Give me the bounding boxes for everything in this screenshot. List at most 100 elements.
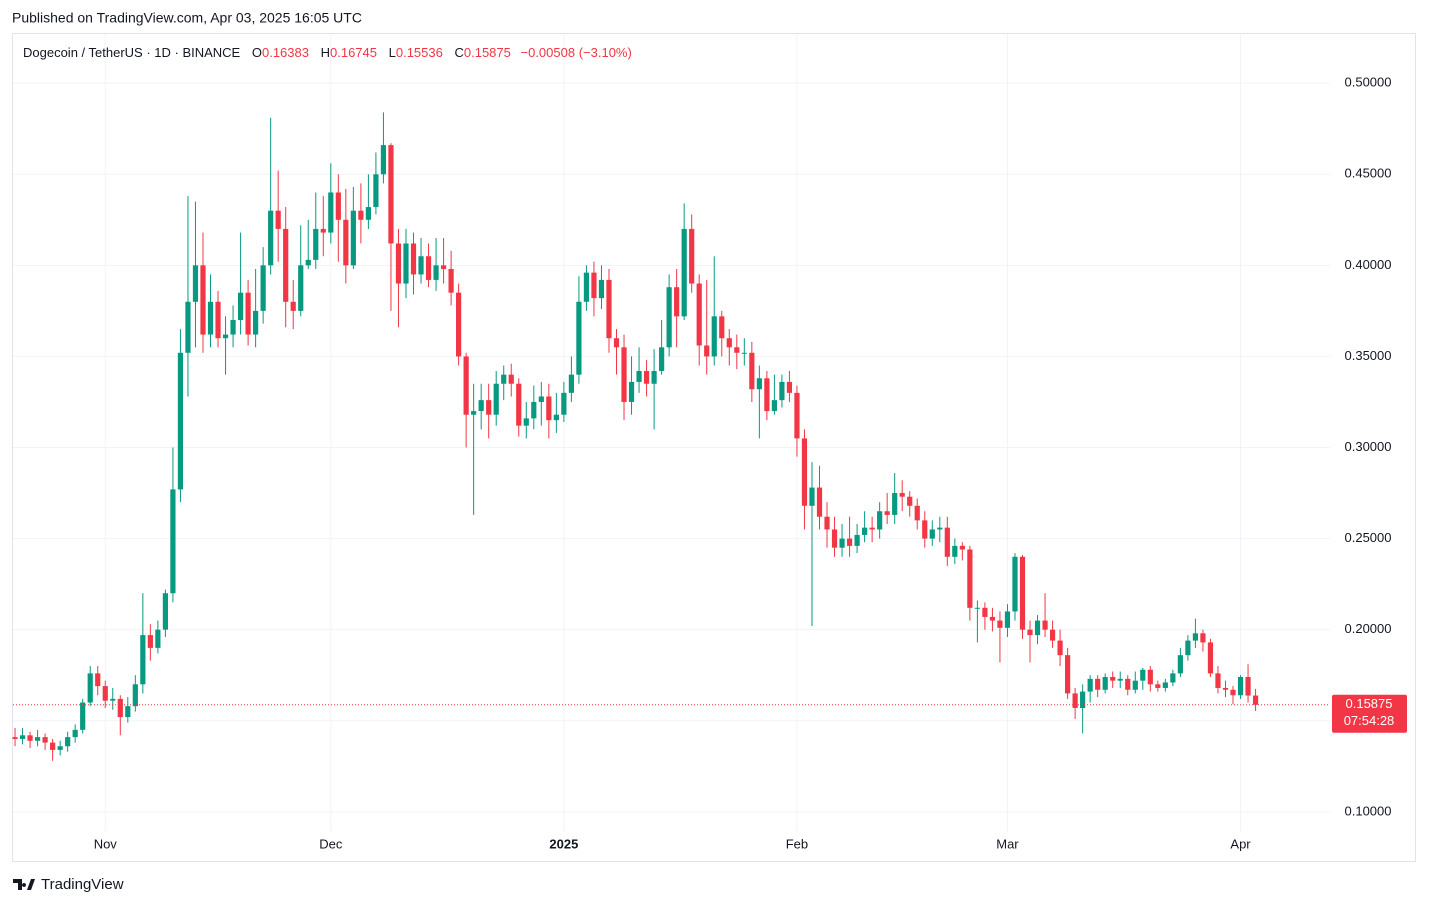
- high-value: 0.16745: [330, 45, 377, 60]
- candle-body: [1200, 633, 1206, 643]
- candle-body: [531, 401, 537, 419]
- candle-body: [1095, 678, 1101, 690]
- candle-body: [997, 620, 1003, 628]
- candle-body: [365, 207, 371, 220]
- candle-body: [1012, 556, 1018, 612]
- chart-title: Dogecoin / TetherUS · 1D · BINANCE: [23, 45, 241, 60]
- candle-body: [831, 529, 838, 548]
- candle-body: [57, 746, 63, 750]
- candle-body: [110, 698, 116, 701]
- candle-body: [456, 292, 462, 357]
- candle-body: [140, 635, 146, 685]
- candle-body: [260, 265, 266, 311]
- change-value: −0.00508 (−3.10%): [521, 45, 632, 60]
- candle-body: [546, 396, 552, 421]
- candle-body: [207, 301, 214, 335]
- candle-body: [155, 629, 161, 648]
- candle-body: [869, 527, 875, 530]
- candle-body: [854, 534, 860, 546]
- x-tick-label: Nov: [94, 836, 118, 851]
- candle-body: [253, 310, 259, 335]
- candle-body: [147, 635, 153, 648]
- candle-body: [651, 370, 657, 384]
- candle-body: [1147, 669, 1153, 685]
- candle-body: [1102, 677, 1108, 690]
- candle-body: [410, 243, 417, 275]
- y-tick-label: 0.35000: [1345, 348, 1392, 363]
- candle-body: [899, 493, 905, 497]
- candle-body: [1080, 691, 1086, 708]
- candle-body: [696, 283, 702, 346]
- last-price-label: 0.15875: [1346, 696, 1393, 711]
- candle-body: [448, 268, 454, 293]
- candle-body: [944, 527, 950, 557]
- candle-body: [704, 345, 710, 357]
- x-tick-label: Mar: [996, 836, 1019, 851]
- candle-body: [779, 381, 785, 401]
- candle-body: [65, 737, 71, 747]
- candle-body: [606, 279, 612, 339]
- candle-body: [1057, 640, 1063, 656]
- y-tick-label: 0.20000: [1345, 621, 1392, 636]
- candle-body: [734, 347, 740, 353]
- candle-body: [463, 356, 469, 415]
- candle-body: [1207, 642, 1214, 674]
- candle-body: [298, 265, 304, 311]
- candle-body: [177, 352, 184, 490]
- candle-body: [621, 347, 627, 402]
- candle-body: [335, 192, 341, 220]
- candle-body: [1252, 695, 1259, 705]
- candle-body: [245, 292, 251, 335]
- candle-body: [1019, 556, 1026, 630]
- candle-body: [350, 210, 356, 266]
- candle-body: [343, 219, 349, 266]
- candle-body: [328, 192, 334, 233]
- candle-body: [674, 287, 680, 317]
- candle-body: [553, 414, 559, 421]
- candle-body: [1170, 673, 1176, 683]
- candle-body: [628, 381, 635, 402]
- candle-body: [358, 210, 364, 220]
- y-tick-label: 0.45000: [1345, 166, 1392, 181]
- brand-logo: TradingView: [13, 876, 124, 893]
- candle-body: [1110, 677, 1116, 681]
- candle-body: [1155, 684, 1161, 688]
- candle-body: [801, 438, 808, 506]
- candle-body: [230, 319, 236, 335]
- candle-body: [268, 210, 274, 266]
- candle-body: [222, 334, 229, 339]
- open-label: O: [252, 45, 262, 60]
- candle-body: [862, 527, 868, 535]
- candle-body: [403, 243, 409, 284]
- candle-body: [95, 673, 101, 687]
- candle-body: [561, 392, 567, 415]
- candle-body: [726, 338, 732, 348]
- candle-body: [568, 374, 574, 393]
- candle-body: [1192, 633, 1199, 641]
- candle-body: [102, 686, 108, 701]
- candle-body: [486, 400, 492, 415]
- candle-body: [922, 520, 928, 539]
- candle-body: [741, 352, 747, 354]
- candle-body: [1034, 620, 1041, 636]
- candle-body: [440, 265, 447, 269]
- candle-body: [1215, 673, 1221, 688]
- candle-body: [478, 400, 484, 412]
- candle-body: [493, 383, 499, 415]
- countdown-label: 07:54:28: [1344, 713, 1395, 728]
- candle-body: [1177, 655, 1183, 674]
- candle-body: [1222, 687, 1229, 690]
- candle-body: [117, 698, 123, 718]
- candle-body: [320, 228, 326, 233]
- candle-body: [34, 737, 41, 741]
- candle-body: [1230, 689, 1236, 696]
- candle-body: [1125, 678, 1131, 690]
- candle-body: [471, 411, 477, 415]
- candle-body: [388, 145, 394, 244]
- candle-body: [1072, 693, 1078, 708]
- candle-body: [313, 228, 319, 260]
- candle-body: [1042, 620, 1048, 630]
- candles: [12, 112, 1259, 761]
- candle-body: [125, 706, 131, 718]
